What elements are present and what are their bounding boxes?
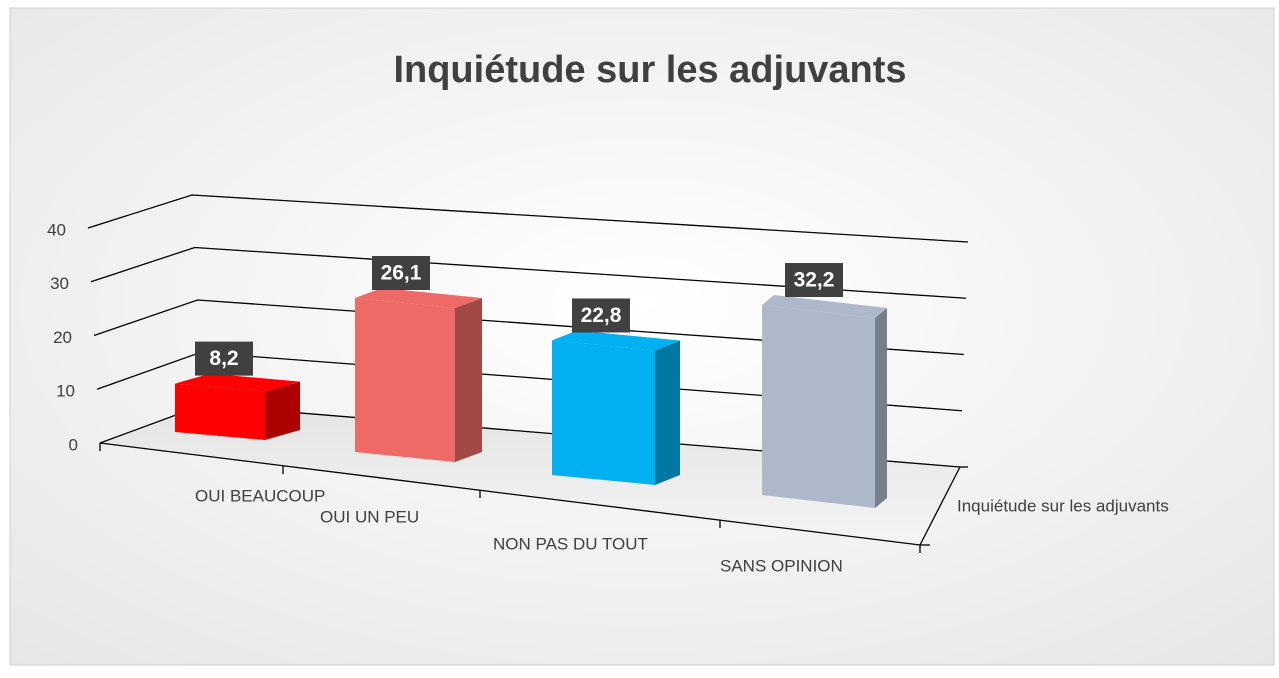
data-label: 26,1 [381, 262, 422, 285]
floor [100, 405, 960, 545]
bar-top [355, 288, 482, 309]
chart-title: Inquiétude sur les adjuvants [393, 49, 906, 91]
data-label: 8,2 [209, 347, 238, 370]
x-tick-label: OUI UN PEU [320, 507, 419, 526]
x-tick-label: SANS OPINION [720, 556, 843, 575]
chart-area [9, 7, 1275, 666]
bar [552, 340, 655, 485]
bar-top [552, 330, 680, 351]
bar-top [175, 373, 300, 392]
data-label-box [195, 341, 253, 376]
bar-side [875, 308, 887, 508]
series-label: Inquiétude sur les adjuvants [957, 496, 1169, 515]
data-label-box [372, 256, 430, 291]
data-label: 32,2 [794, 269, 835, 292]
y-tick-label: 40 [47, 220, 66, 239]
y-tick-label: 10 [56, 382, 75, 401]
bar-top [762, 295, 887, 319]
y-tick-label: 20 [53, 328, 72, 347]
y-tick-label: 30 [50, 274, 69, 293]
bar [762, 305, 875, 508]
data-label-box [785, 263, 843, 298]
bar-side [265, 381, 300, 440]
y-tick-label: 0 [69, 435, 78, 454]
x-tick-label: NON PAS DU TOUT [493, 534, 648, 553]
plot: 0 10 20 30 40 Inquiétude sur les adjuvants 8,2… [47, 194, 1169, 575]
bar [175, 383, 265, 440]
bar-side [655, 340, 680, 485]
data-label: 22,8 [581, 304, 622, 327]
grid-line [93, 299, 965, 356]
x-tick-label: OUI BEAUCOUP [195, 486, 325, 505]
grid-line [87, 194, 969, 243]
bar-side [455, 298, 482, 462]
x-axis [99, 442, 921, 546]
grid-line [90, 246, 967, 299]
data-label-box [572, 298, 630, 333]
bar [355, 298, 455, 462]
depth-axis [919, 466, 961, 546]
